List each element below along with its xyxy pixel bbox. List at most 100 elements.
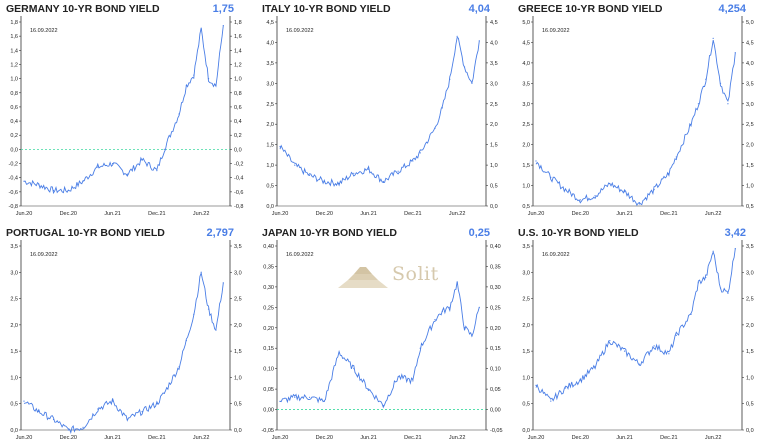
y-tick-label: 5,0 bbox=[522, 20, 530, 26]
y-tick-label: 0,4 bbox=[10, 119, 18, 125]
data-point bbox=[463, 66, 466, 68]
x-tick-label: Jun.20 bbox=[528, 435, 545, 441]
y-tick-label: 1,5 bbox=[234, 349, 242, 355]
data-point bbox=[609, 182, 611, 185]
y-tick-label: 0,10 bbox=[490, 367, 501, 373]
y-tick-label: 0,30 bbox=[490, 285, 501, 291]
data-point bbox=[675, 156, 677, 158]
series-line bbox=[279, 36, 480, 187]
data-point bbox=[609, 340, 611, 342]
y-tick-label: 1,0 bbox=[522, 184, 530, 190]
y-tick-label: 0,2 bbox=[234, 133, 242, 139]
y-tick-label: 0,8 bbox=[10, 91, 18, 97]
data-point bbox=[382, 180, 384, 183]
panel-value: 4,04 bbox=[468, 3, 490, 15]
x-tick-label: Dec.20 bbox=[572, 211, 589, 217]
y-tick-label: 1,0 bbox=[10, 375, 18, 381]
panel-title: U.S. 10-YR BOND YIELD bbox=[518, 227, 639, 239]
data-point bbox=[397, 376, 399, 378]
x-tick-label: Jun.21 bbox=[360, 435, 377, 441]
y-tick-label: 0,5 bbox=[522, 402, 530, 408]
data-point bbox=[705, 78, 707, 80]
data-point bbox=[207, 308, 210, 310]
data-point bbox=[163, 392, 165, 394]
y-tick-label: 1,2 bbox=[10, 62, 18, 68]
y-tick-label: 0,5 bbox=[234, 402, 242, 408]
y-tick-label: 2,0 bbox=[490, 122, 498, 128]
x-tick-label: Jun.21 bbox=[616, 435, 633, 441]
data-point bbox=[178, 113, 180, 115]
data-point bbox=[97, 408, 99, 410]
y-tick-label: 0,2 bbox=[10, 133, 18, 139]
y-tick-label: 3,0 bbox=[746, 270, 754, 276]
x-tick-label: Jun.21 bbox=[360, 211, 377, 217]
y-tick-label: 2,0 bbox=[522, 143, 530, 149]
y-tick-label: 4,5 bbox=[522, 40, 530, 46]
y-tick-label: 0,0 bbox=[266, 204, 274, 210]
data-point bbox=[449, 78, 451, 80]
y-tick-label: 1,6 bbox=[10, 34, 18, 40]
data-point bbox=[67, 429, 69, 431]
data-point bbox=[156, 403, 158, 405]
italy-panel: ITALY 10-YR BOND YIELD 4,04 16.09.2022 0,… bbox=[256, 0, 512, 224]
y-tick-label: 1,5 bbox=[746, 349, 754, 355]
y-tick-label: 3,5 bbox=[234, 244, 242, 250]
x-tick-label: Jun.22 bbox=[705, 435, 722, 441]
data-point bbox=[734, 248, 736, 250]
y-tick-label: 3,5 bbox=[10, 244, 18, 250]
data-point bbox=[82, 426, 84, 428]
y-tick-label: -0,4 bbox=[234, 176, 243, 182]
data-point bbox=[126, 418, 128, 421]
series-line bbox=[23, 25, 224, 195]
data-point bbox=[353, 172, 355, 174]
y-tick-label: 0,6 bbox=[10, 105, 18, 111]
y-tick-label: 1,5 bbox=[10, 349, 18, 355]
x-tick-label: Jun.21 bbox=[104, 435, 121, 441]
y-tick-label: 3,5 bbox=[490, 61, 498, 67]
x-tick-label: Dec.21 bbox=[148, 211, 165, 217]
data-point bbox=[222, 282, 224, 284]
date-label: 16.09.2022 bbox=[286, 252, 314, 258]
date-label: 16.09.2022 bbox=[30, 252, 58, 258]
x-tick-label: Jun.21 bbox=[104, 211, 121, 217]
y-tick-label: 4,0 bbox=[266, 40, 274, 46]
y-tick-label: 3,0 bbox=[522, 270, 530, 276]
y-tick-label: 2,0 bbox=[266, 122, 274, 128]
y-tick-label: 0,00 bbox=[490, 408, 501, 414]
data-point bbox=[412, 380, 414, 382]
data-point bbox=[712, 37, 714, 39]
y-tick-label: 2,5 bbox=[266, 102, 274, 108]
y-tick-label: 0,35 bbox=[263, 264, 274, 270]
data-point bbox=[141, 159, 143, 161]
data-point bbox=[353, 368, 355, 370]
y-tick-label: 1,0 bbox=[234, 77, 242, 83]
data-point bbox=[294, 164, 296, 166]
data-point bbox=[449, 306, 451, 308]
portugal-chart: 16.09.2022 0,0 0,0 0,5 0,5 1,0 1,0 1,5 1,5 2,0 2,0… bbox=[10, 240, 242, 441]
y-tick-label: 1,0 bbox=[234, 375, 242, 381]
y-tick-label: 0,30 bbox=[263, 285, 274, 291]
y-tick-label: 0,0 bbox=[10, 428, 18, 434]
data-point bbox=[111, 400, 114, 402]
y-tick-label: 3,5 bbox=[746, 244, 754, 250]
data-point bbox=[200, 271, 202, 273]
y-tick-label: 1,0 bbox=[522, 375, 530, 381]
y-tick-label: 3,5 bbox=[746, 81, 754, 87]
x-tick-label: Dec.20 bbox=[572, 435, 589, 441]
y-tick-label: 2,0 bbox=[746, 323, 754, 329]
y-tick-label: 0,4 bbox=[234, 119, 242, 125]
data-point bbox=[697, 282, 699, 284]
y-tick-label: 0,20 bbox=[263, 326, 274, 332]
y-tick-label: 5,0 bbox=[746, 20, 754, 26]
panel-value: 2,797 bbox=[206, 227, 234, 239]
data-point bbox=[441, 107, 443, 109]
y-tick-label: 1,5 bbox=[522, 349, 530, 355]
data-point bbox=[23, 400, 25, 402]
y-tick-label: 3,5 bbox=[522, 244, 530, 250]
data-point bbox=[222, 24, 224, 27]
us-chart: 16.09.2022 0,0 0,0 0,5 0,5 1,0 1,0 1,5 1,5 2,0 2,0… bbox=[522, 240, 754, 441]
data-point bbox=[323, 180, 325, 183]
japan-panel: JAPAN 10-YR BOND YIELD 0,25 16.09.2022 -0… bbox=[256, 224, 512, 448]
data-point bbox=[382, 404, 384, 407]
data-point bbox=[397, 170, 399, 172]
